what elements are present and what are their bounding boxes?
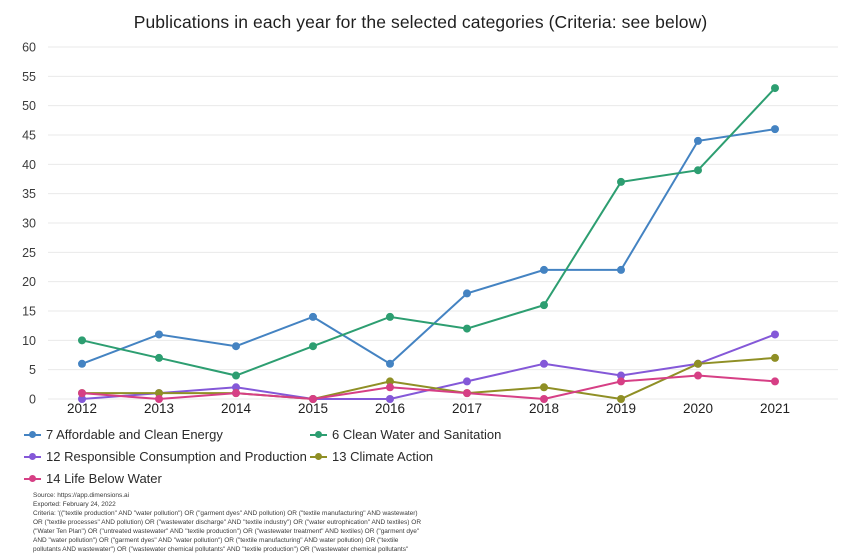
data-point (463, 389, 471, 398)
y-axis-tick-label: 35 (22, 187, 36, 201)
data-point (386, 377, 394, 386)
legend-item[interactable]: 12 Responsible Consumption and Productio… (24, 449, 310, 464)
legend-item-label: 14 Life Below Water (46, 471, 162, 486)
series-line (81, 128, 776, 366)
data-point (155, 395, 163, 403)
y-axis-tick-label: 30 (22, 217, 36, 231)
data-point (232, 371, 240, 380)
data-point (617, 371, 625, 380)
data-point (694, 359, 702, 368)
data-point (771, 125, 779, 134)
x-axis-tick-label: 2014 (221, 401, 252, 416)
series-line (82, 356, 776, 401)
data-point (617, 395, 625, 403)
x-axis-tick-label: 2012 (67, 401, 97, 416)
data-point (78, 359, 86, 368)
y-axis-tick-label: 50 (22, 99, 36, 113)
data-point (463, 289, 471, 298)
data-point (694, 136, 702, 145)
y-axis-tick-label: 55 (22, 70, 36, 84)
data-point (78, 395, 86, 403)
legend-series-marker-icon (24, 452, 41, 461)
data-point (463, 377, 471, 386)
data-point (386, 359, 394, 368)
y-axis-tick-label: 25 (22, 246, 36, 260)
legend-item-label: 13 Climate Action (332, 449, 434, 464)
data-point (771, 330, 779, 339)
y-axis-tick-label: 60 (22, 41, 36, 55)
legend-item-label: 7 Affordable and Clean Energy (46, 427, 223, 442)
data-point (694, 371, 702, 380)
data-point (155, 353, 163, 362)
chart-legend: 7 Affordable and Clean Energy 6 Clean Wat… (24, 427, 501, 486)
data-point (155, 330, 163, 339)
y-axis-tick-label: 5 (29, 363, 36, 377)
data-point (463, 324, 471, 333)
data-point (386, 395, 394, 403)
x-axis-tick-label: 2021 (760, 401, 790, 416)
data-point (694, 166, 702, 175)
data-point (309, 395, 317, 403)
x-axis-tick-label: 2016 (375, 401, 405, 416)
data-point (309, 312, 317, 321)
legend-series-marker-icon (310, 452, 327, 461)
data-point (232, 389, 240, 398)
data-point (540, 395, 548, 403)
y-axis-tick-label: 0 (29, 393, 36, 407)
data-point (540, 359, 548, 368)
y-axis-tick-label: 45 (22, 129, 36, 143)
data-point (309, 342, 317, 351)
data-point (78, 336, 86, 345)
data-point (771, 377, 779, 386)
y-axis-tick-label: 10 (22, 334, 36, 348)
legend-series-marker-icon (24, 474, 41, 483)
y-axis-tick-label: 40 (22, 158, 36, 172)
data-point (386, 383, 394, 392)
criteria-footer: Source: https://app.dimensions.ai Export… (33, 492, 422, 553)
series-line (81, 374, 776, 401)
x-axis-tick-label: 2019 (606, 401, 636, 416)
legend-series-marker-icon (24, 430, 41, 439)
data-point (771, 353, 779, 362)
legend-item-label: 6 Clean Water and Sanitation (332, 427, 502, 442)
data-point (540, 301, 548, 310)
x-axis-tick-label: 2017 (452, 401, 482, 416)
y-axis-tick-label: 15 (22, 305, 36, 319)
legend-item-label: 12 Responsible Consumption and Productio… (46, 449, 307, 464)
data-point (771, 84, 779, 93)
legend-item[interactable]: 14 Life Below Water (24, 471, 310, 486)
data-point (617, 177, 625, 186)
data-point (386, 312, 394, 321)
series-line (81, 87, 776, 377)
legend-item[interactable]: 6 Clean Water and Sanitation (310, 427, 501, 442)
data-point (617, 377, 625, 386)
data-point (155, 389, 163, 398)
chart-title: Publications in each year for the select… (133, 12, 708, 32)
y-axis-tick-label: 20 (22, 275, 36, 289)
line-chart: 0 5 10 15 20 25 30 35 40 45 50 55 60 2012 2013 2014 2015… (22, 41, 838, 416)
data-point (617, 265, 625, 274)
legend-item[interactable]: 13 Climate Action (310, 449, 501, 464)
x-axis-tick-label: 2015 (298, 401, 328, 416)
x-axis-tick-label: 2020 (683, 401, 713, 416)
data-point (78, 389, 86, 398)
x-axis-tick-label: 2018 (529, 401, 559, 416)
data-point (540, 265, 548, 274)
data-point (540, 383, 548, 392)
legend-series-marker-icon (310, 430, 327, 439)
data-point (232, 342, 240, 351)
legend-item[interactable]: 7 Affordable and Clean Energy (24, 427, 310, 442)
data-point (232, 383, 240, 392)
x-axis-tick-label: 2013 (144, 401, 174, 416)
